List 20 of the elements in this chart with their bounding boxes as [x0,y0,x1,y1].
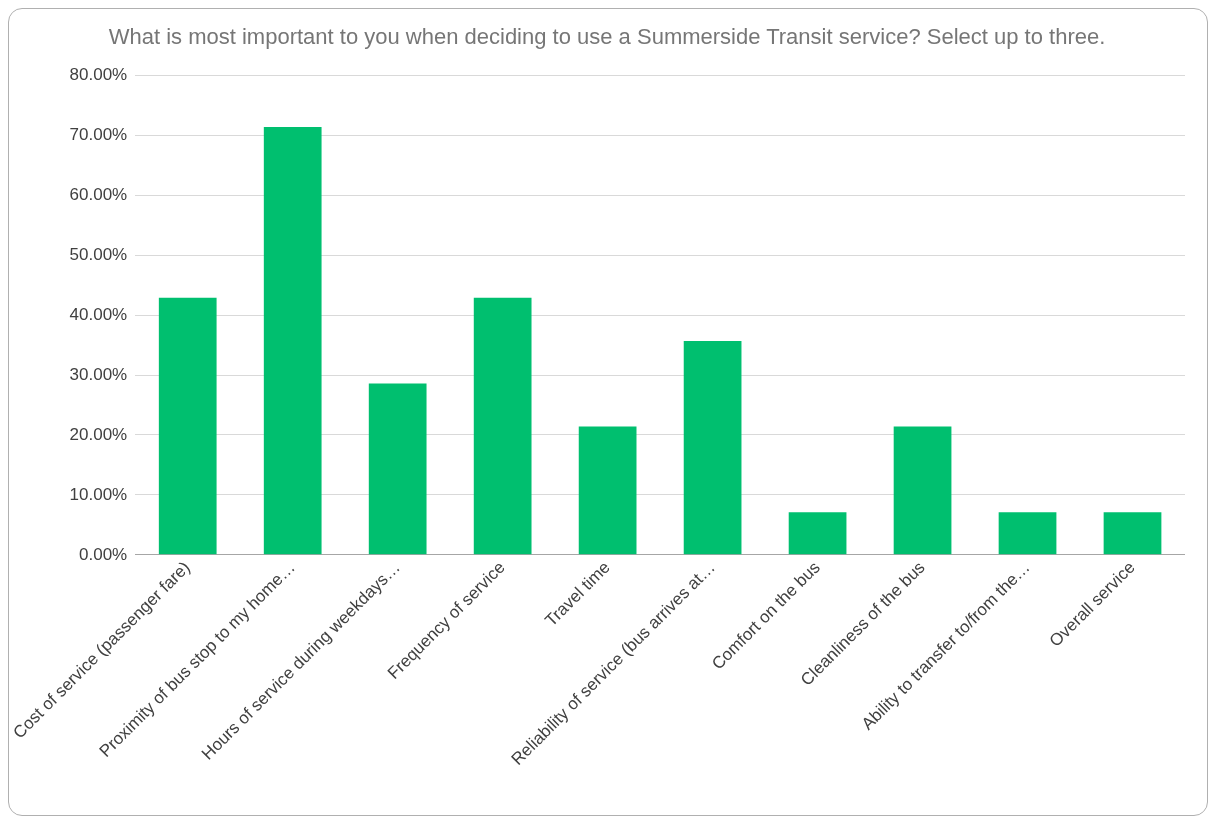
y-tick-label: 50.00% [69,244,128,264]
bar [998,512,1057,555]
y-tick-label: 0.00% [79,544,128,564]
bar [683,340,742,555]
bar [578,426,637,555]
y-tick-label: 30.00% [69,364,128,384]
y-tick-label: 20.00% [69,424,128,444]
bar [473,297,532,555]
chart-title: What is most important to you when deciding to use a Summerside Transit service? Select up to three. [108,24,1106,50]
bar [788,512,847,555]
y-tick-label: 40.00% [69,304,128,324]
bar [158,297,217,555]
y-tick-label: 60.00% [69,184,128,204]
bar [368,383,427,555]
y-tick-label: 70.00% [69,125,128,145]
bar [893,426,952,555]
bar [263,126,322,555]
y-tick-label: 10.00% [69,484,128,504]
bar [1103,512,1162,555]
y-tick-label: 80.00% [69,65,128,85]
